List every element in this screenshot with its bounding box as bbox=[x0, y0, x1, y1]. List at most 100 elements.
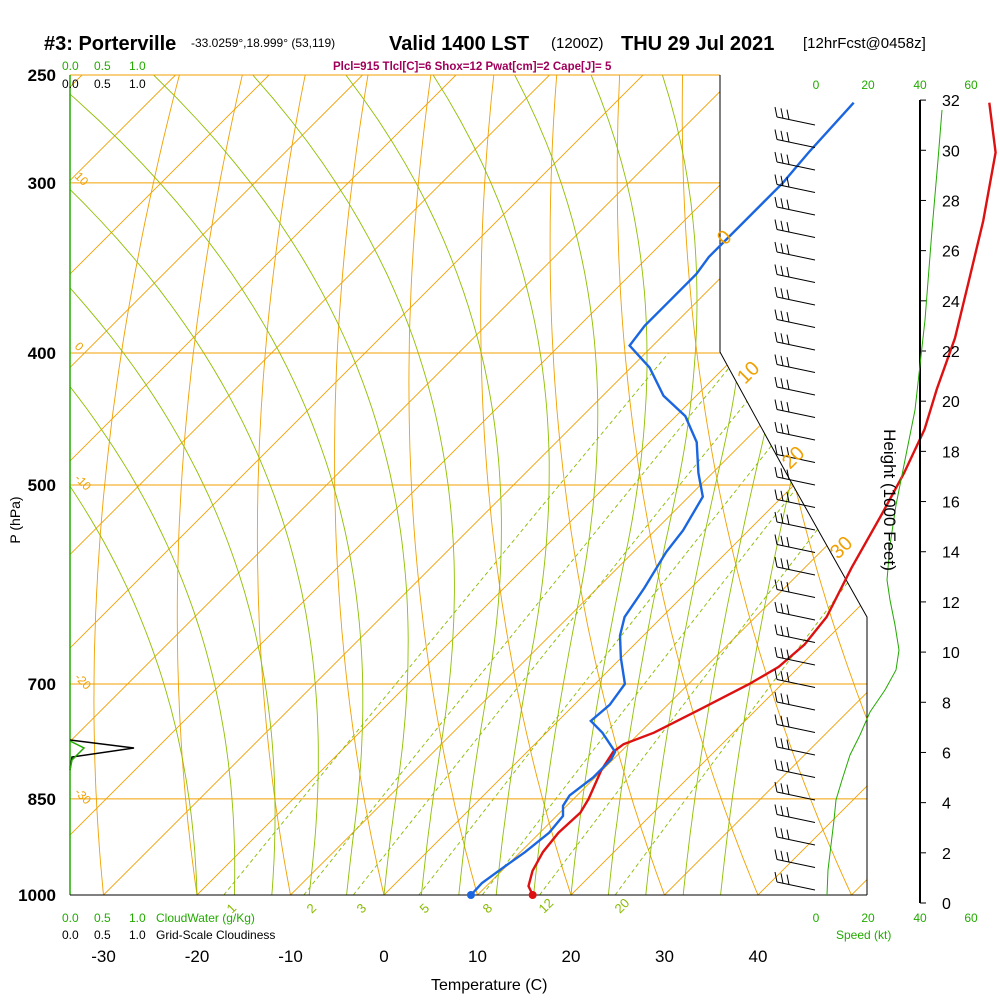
isotherm-label: 0 bbox=[72, 339, 87, 354]
wind-barb-shaft bbox=[776, 116, 816, 126]
height-tick-label: 12 bbox=[942, 595, 960, 612]
cloudwater-scale-bottom: 1.0 bbox=[129, 911, 146, 925]
height-tick-label: 10 bbox=[942, 645, 960, 662]
isotherm-label: 10 bbox=[72, 169, 92, 189]
cloudwater-profile bbox=[69, 740, 86, 771]
wind-barb-feather bbox=[780, 220, 784, 231]
wind-barb-shaft bbox=[776, 409, 816, 418]
wind-barb-feather bbox=[786, 492, 790, 503]
wind-barb-feather bbox=[774, 421, 778, 433]
wind-barb-feather bbox=[774, 376, 778, 388]
wind-barb-feather bbox=[786, 267, 790, 278]
wind-barb bbox=[774, 286, 816, 306]
wind-barb-feather bbox=[786, 694, 790, 705]
speed-tick-top: 20 bbox=[861, 78, 875, 92]
mixing-ratio-line bbox=[614, 352, 867, 895]
wind-barb bbox=[774, 264, 816, 283]
height-tick-label: 20 bbox=[942, 394, 960, 411]
mixing-ratio-line bbox=[539, 352, 867, 895]
wind-barb-shaft bbox=[776, 634, 816, 643]
moist-adiabat-line bbox=[345, 75, 502, 895]
forecast-info: [12hrFcst@0458z] bbox=[803, 35, 926, 52]
wind-barb-shaft bbox=[776, 611, 816, 621]
isotherm-line bbox=[851, 75, 867, 895]
mixing-ratio-line bbox=[418, 352, 846, 895]
wind-barb-feather bbox=[774, 466, 778, 478]
wind-barb-shaft bbox=[776, 296, 816, 306]
mixing-ratio-line bbox=[352, 352, 787, 895]
wind-barb-feather bbox=[774, 669, 778, 680]
wind-barb-feather bbox=[774, 106, 778, 118]
speed-tick-bottom: 20 bbox=[861, 911, 875, 925]
wind-barb-feather bbox=[786, 289, 790, 300]
pressure-tick-label: 700 bbox=[28, 675, 56, 694]
height-tick-label: 8 bbox=[942, 695, 951, 712]
cloudwater-scale-top: 0.5 bbox=[94, 59, 111, 73]
wind-barb-shaft bbox=[776, 386, 816, 396]
wind-barb bbox=[774, 534, 816, 553]
wind-barb-feather bbox=[774, 804, 778, 815]
wind-barb bbox=[774, 759, 816, 778]
isotherm-line bbox=[70, 75, 363, 895]
surface-temp-dot bbox=[528, 891, 537, 899]
wind-barb-feather bbox=[774, 579, 778, 590]
wind-barb-shaft bbox=[776, 656, 816, 666]
wind-barb-feather bbox=[774, 354, 778, 365]
mixing-ratio-label: 2 bbox=[304, 900, 320, 916]
mixing-ratio-label: 8 bbox=[480, 900, 496, 916]
wind-barb-shaft bbox=[776, 791, 816, 801]
wind-barb-feather bbox=[774, 624, 778, 635]
wind-barb-feather bbox=[780, 243, 784, 254]
wind-barb-feather bbox=[786, 132, 790, 143]
wind-barb-shaft bbox=[776, 454, 816, 463]
grid-layer bbox=[69, 74, 868, 896]
dry-adiabat-line bbox=[681, 75, 852, 895]
isotherm-label: -20 bbox=[72, 670, 94, 692]
wind-barb-shaft bbox=[776, 251, 816, 261]
wind-barb bbox=[774, 826, 816, 846]
isotherm-line bbox=[664, 75, 867, 895]
cloudiness-scale-top: 0.0 bbox=[62, 77, 79, 91]
wind-barb bbox=[774, 196, 816, 216]
pressure-tick-label: 400 bbox=[28, 344, 56, 363]
wind-barb-feather bbox=[780, 310, 784, 321]
wind-barb-feather bbox=[774, 489, 778, 500]
wind-barb-shaft bbox=[776, 274, 816, 283]
wind-barb bbox=[774, 714, 816, 733]
temp-tick-label: 0 bbox=[379, 947, 388, 966]
wind-barb-feather bbox=[774, 511, 778, 523]
pressure-tick-label: 1000 bbox=[18, 886, 56, 905]
wind-barb bbox=[774, 354, 816, 373]
speed-label: Speed (kt) bbox=[836, 928, 891, 942]
cloudiness-scale-bottom: 0.5 bbox=[94, 928, 111, 942]
wind-barb-feather bbox=[780, 535, 784, 546]
wind-barb bbox=[774, 466, 816, 486]
wind-barb-feather bbox=[780, 355, 784, 366]
wind-barb-feather bbox=[774, 781, 778, 793]
moist-adiabat-line bbox=[70, 75, 236, 895]
wind-barb bbox=[774, 804, 816, 823]
wind-barb-feather bbox=[786, 402, 790, 413]
isotherm-label: -30 bbox=[72, 785, 94, 807]
wind-barb-shaft bbox=[776, 724, 816, 733]
wind-barb-feather bbox=[774, 849, 778, 860]
dry-adiabat-line bbox=[807, 75, 867, 895]
wind-barb-shaft bbox=[776, 881, 816, 891]
wind-barb-feather bbox=[780, 490, 784, 501]
speed-tick-bottom: 60 bbox=[964, 911, 978, 925]
height-tick-label: 14 bbox=[942, 545, 960, 562]
dry-adiabat-label: 0 bbox=[713, 226, 736, 249]
moist-adiabat-line bbox=[70, 75, 319, 895]
temp-tick-label: -10 bbox=[278, 947, 303, 966]
x-axis-title: Temperature (C) bbox=[431, 977, 547, 994]
cloudiness-scale-top: 0.5 bbox=[94, 77, 111, 91]
wind-barb-feather bbox=[780, 333, 784, 344]
wind-barb-feather bbox=[786, 379, 790, 390]
wind-barb-feather bbox=[780, 265, 784, 276]
wind-barb-feather bbox=[780, 513, 784, 524]
wind-barb-shaft bbox=[776, 836, 816, 846]
wind-barb-feather bbox=[774, 646, 778, 658]
dry-adiabat-line bbox=[616, 75, 759, 895]
